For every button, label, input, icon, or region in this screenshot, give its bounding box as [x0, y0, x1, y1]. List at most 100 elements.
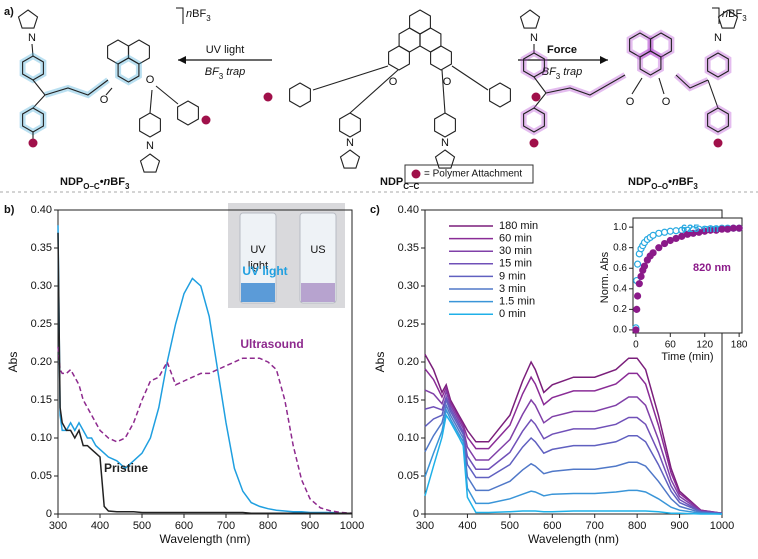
ring	[717, 9, 739, 29]
atom-label: N	[346, 137, 354, 149]
data-point	[729, 224, 737, 232]
x-axis-title: Wavelength (nm)	[528, 532, 619, 546]
polymer-dot	[263, 92, 273, 102]
text-part: NDP	[628, 176, 651, 188]
bond-glow	[673, 72, 710, 92]
text-part: BF	[679, 176, 694, 188]
series-line	[57, 346, 353, 514]
text-part: BF	[205, 66, 220, 78]
series-line	[424, 397, 723, 514]
series-line	[57, 225, 352, 514]
series-label: Ultrasound	[240, 337, 303, 351]
data-point	[666, 227, 674, 235]
arrow-head	[178, 56, 186, 64]
x-tick-label: 600	[543, 520, 561, 532]
y-tick-label: 0.05	[31, 470, 52, 482]
atom-label: N	[714, 32, 722, 44]
data-point	[660, 228, 669, 236]
ring	[707, 52, 729, 78]
data-point	[672, 227, 680, 235]
counterion: nBF3	[186, 8, 211, 23]
atom-label: O	[146, 74, 155, 86]
polymer-dot	[529, 138, 539, 148]
y-tick-label: 0.25	[31, 318, 52, 330]
y-tick-label: 0	[46, 508, 52, 520]
y-tick-label: 0.2	[613, 304, 627, 315]
y-axis-title: Norm. Abs	[599, 251, 611, 303]
vial-liquid	[301, 283, 335, 302]
data-point	[649, 249, 657, 257]
y-tick-label: 0.15	[31, 394, 52, 406]
x-axis-title: Time (min)	[661, 351, 713, 363]
series-line	[424, 368, 723, 514]
arrow-label: Force	[547, 44, 577, 56]
text-part: trap	[223, 66, 245, 78]
series-line	[424, 402, 723, 515]
series-label: Pristine	[104, 461, 148, 475]
ring	[430, 45, 452, 71]
text-part: 3	[556, 72, 561, 81]
text-part: C–C	[403, 182, 419, 191]
data-point	[633, 260, 642, 268]
text-part: trap	[560, 66, 582, 78]
key-box	[404, 164, 534, 184]
polymer-dot	[201, 115, 211, 125]
y-tick-label: 0.10	[31, 432, 52, 444]
bond	[31, 43, 34, 57]
data-point	[718, 225, 726, 233]
x-axis-title: Wavelength (nm)	[160, 532, 251, 546]
ring	[139, 153, 161, 173]
vial-label: UV	[250, 244, 266, 256]
x-tick-label: 700	[217, 520, 235, 532]
bond	[149, 89, 153, 114]
bond	[44, 79, 109, 96]
polymer-dot	[713, 138, 723, 148]
data-point	[735, 224, 743, 232]
compound-label: NDPO–C•nBF3	[60, 176, 130, 191]
ring	[22, 107, 44, 133]
ring	[339, 112, 361, 138]
y-axis-title: Abs	[373, 352, 387, 373]
y-tick-label: 0.25	[398, 318, 419, 330]
vial	[239, 212, 277, 304]
bond	[658, 77, 665, 95]
data-point	[640, 262, 649, 270]
series-line	[424, 394, 723, 514]
bracket	[176, 7, 184, 24]
text-part: NDP	[60, 176, 83, 188]
data-point	[633, 292, 642, 300]
x-tick-label: 180	[731, 340, 748, 351]
legend-label: 1.5 min	[499, 296, 535, 308]
data-point	[649, 231, 657, 239]
text-part: BF	[110, 176, 125, 188]
legend-label: 30 min	[499, 245, 532, 257]
text-part: O–C	[83, 182, 100, 191]
x-tick-label: 0	[633, 340, 639, 351]
arrow-label: BF3 trap	[205, 66, 246, 81]
vial-liquid	[241, 283, 275, 302]
key-text: = Polymer Attachment	[424, 169, 522, 180]
text-part: BF	[728, 8, 742, 20]
data-point	[632, 326, 640, 334]
y-tick-label: 0.0	[613, 325, 627, 336]
polymer-dot	[28, 138, 38, 148]
polymer-dot	[411, 169, 421, 179]
ring	[388, 45, 410, 71]
y-tick-label: 0.10	[398, 432, 419, 444]
x-tick-label: 500	[133, 520, 151, 532]
legend-label: 0 min	[499, 308, 526, 320]
x-tick-label: 300	[416, 520, 434, 532]
text-part: •	[100, 176, 104, 188]
y-tick-label: 0.40	[31, 204, 52, 216]
legend-label: 60 min	[499, 233, 532, 245]
y-tick-label: 0.30	[31, 280, 52, 292]
bond	[312, 65, 389, 91]
data-point	[655, 229, 663, 237]
x-tick-label: 400	[91, 520, 109, 532]
bond	[675, 74, 709, 89]
y-tick-label: 0.40	[398, 204, 419, 216]
y-tick-label: 0.20	[398, 356, 419, 368]
ring	[434, 149, 456, 169]
panel-label: a)	[4, 6, 14, 18]
